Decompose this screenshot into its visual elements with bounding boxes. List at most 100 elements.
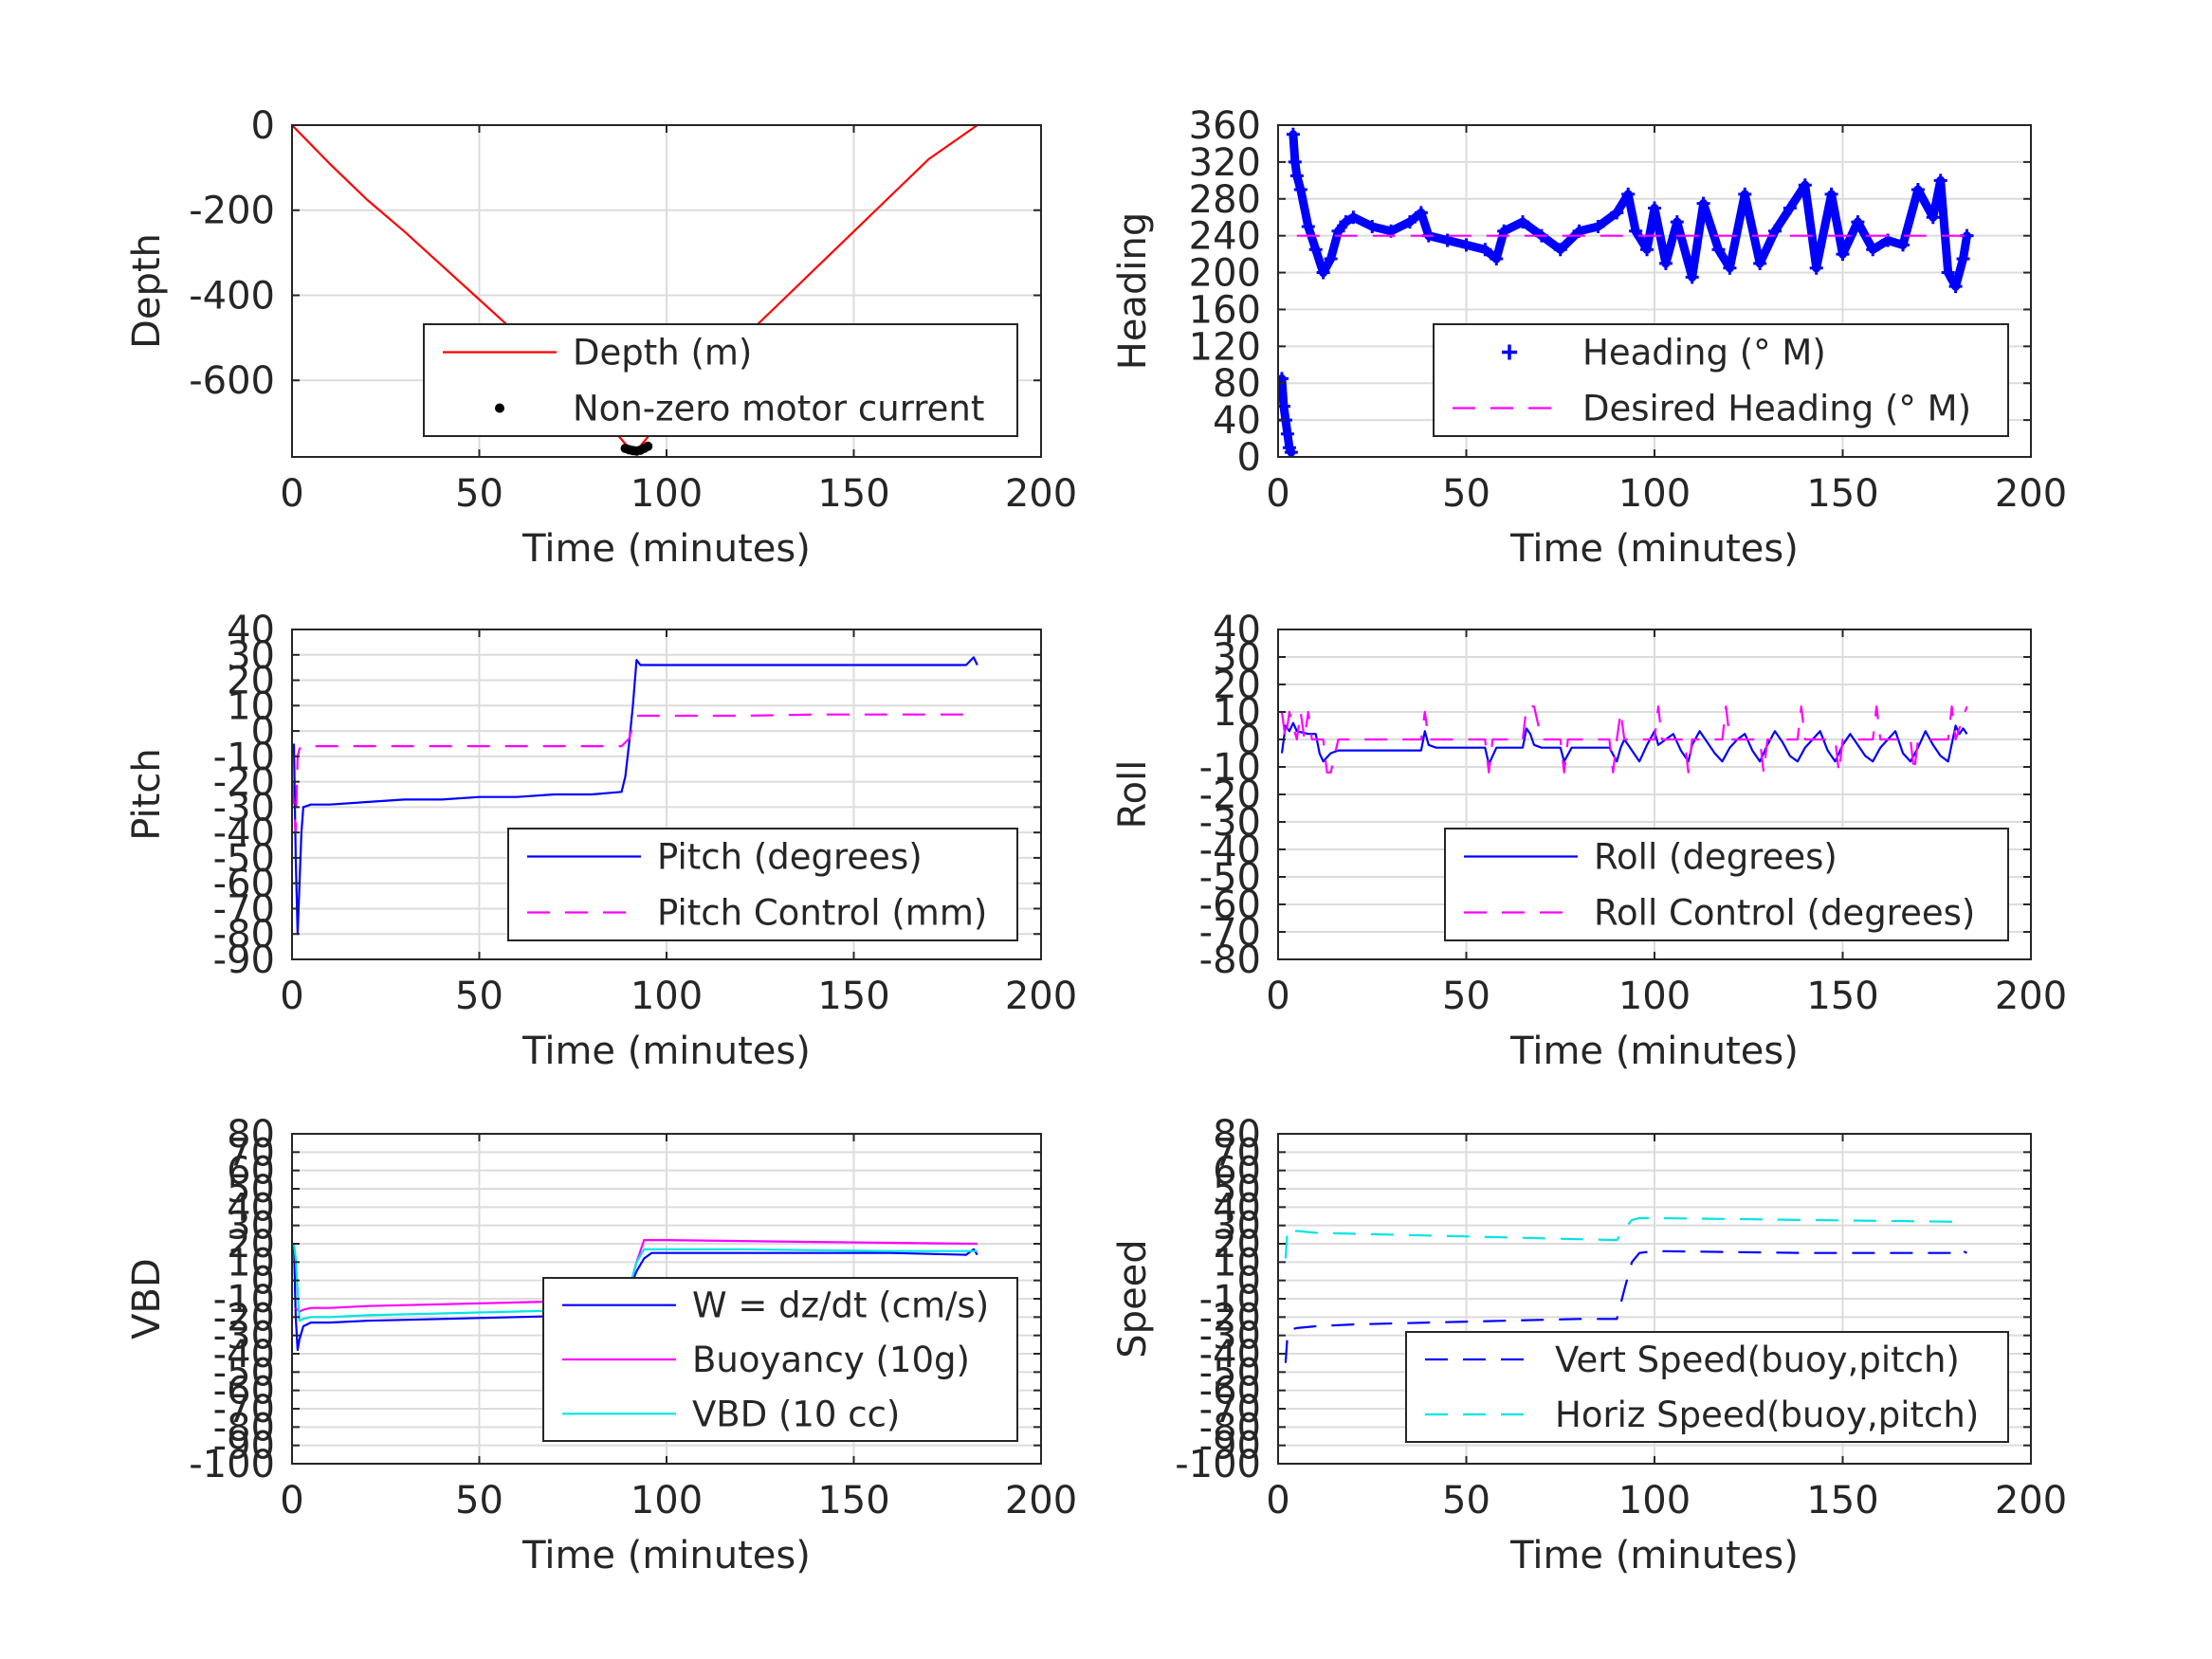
- x-tick-label: 50: [1442, 975, 1490, 1018]
- legend: Vert Speed(buoy,pitch) Horiz Speed(buoy,p…: [1405, 1331, 2009, 1443]
- y-tick-label: -600: [189, 359, 275, 403]
- y-axis-label: Speed: [1111, 1239, 1155, 1358]
- data-layer: [1284, 1216, 1967, 1363]
- y-tick-label: -40: [213, 1333, 275, 1376]
- x-tick-label: 0: [1266, 975, 1289, 1018]
- x-tick-label: 150: [1806, 472, 1878, 516]
- series-vert-speed-buoy-pitch-line: [1284, 1248, 1967, 1363]
- panel-pitch: 0 50 100 150 200-90-80-70-60-50-40-30-20-100…: [125, 609, 1077, 1073]
- y-tick-label: -10: [213, 1278, 275, 1322]
- y-tick-label: -80: [1199, 1406, 1261, 1449]
- y-tick-label: -60: [1199, 1370, 1261, 1413]
- x-tick-label: 50: [1442, 1479, 1490, 1522]
- legend: Depth (m) Non-zero motor current: [423, 323, 1018, 437]
- y-tick-label: 0: [251, 104, 275, 148]
- series-heading-m-segment: [1296, 185, 1313, 231]
- y-tick-label: -100: [189, 1443, 275, 1486]
- y-tick-label: 120: [1189, 325, 1261, 369]
- data-layer: [292, 656, 978, 936]
- x-tick-label: 50: [1442, 472, 1490, 516]
- y-tick-label: 50: [1213, 1168, 1261, 1212]
- x-tick-label: 100: [631, 1479, 703, 1522]
- y-tick-label: -80: [213, 1406, 275, 1449]
- y-tick-label: 0: [251, 710, 275, 754]
- panel-roll: 0 50 100 150 200-80-70-60-50-40-30-20-100102…: [1111, 609, 2067, 1073]
- data-layer: [292, 125, 978, 456]
- legend-swatch: [495, 403, 504, 413]
- data-layer: [1278, 127, 1974, 457]
- legend: Roll (degrees) Roll Control (degrees): [1444, 828, 2009, 941]
- y-tick-label: -50: [1199, 1351, 1261, 1395]
- y-tick-label: -30: [213, 1315, 275, 1358]
- y-tick-label: 160: [1189, 288, 1261, 332]
- y-axis-label: Pitch: [125, 748, 169, 840]
- legend-label: Desired Heading (° M): [1582, 389, 1971, 429]
- y-tick-label: -20: [213, 761, 275, 805]
- legend-box: [1405, 1331, 2009, 1443]
- y-tick-label: 60: [227, 1150, 275, 1194]
- y-tick-label: 60: [1213, 1150, 1261, 1194]
- legend: W = dz/dt (cm/s) Buoyancy (10g) VBD (10 cc…: [542, 1277, 1018, 1442]
- x-tick-label: 0: [280, 1479, 303, 1522]
- y-tick-label: 70: [1213, 1131, 1261, 1175]
- x-axis-label: Time (minutes): [521, 1534, 811, 1577]
- legend-label: Roll (degrees): [1594, 837, 1837, 878]
- legend-box: [1433, 323, 2009, 437]
- y-tick-label: -50: [213, 1351, 275, 1395]
- x-tick-label: 50: [455, 975, 503, 1018]
- y-tick-label: -90: [1199, 1425, 1261, 1468]
- y-tick-label: -50: [213, 837, 275, 881]
- y-tick-label: 80: [1213, 1113, 1261, 1157]
- legend-label: Horiz Speed(buoy,pitch): [1555, 1395, 1979, 1435]
- y-tick-label: 200: [1189, 252, 1261, 296]
- y-tick-label: 70: [227, 1131, 275, 1175]
- y-tick-label: 0: [1237, 719, 1261, 762]
- x-tick-label: 150: [1806, 1479, 1878, 1522]
- y-tick-label: 80: [1213, 362, 1261, 406]
- series-heading-m-segment: [1827, 190, 1847, 259]
- x-axis-label: Time (minutes): [1509, 1534, 1799, 1577]
- y-tick-label: -90: [213, 939, 275, 982]
- series-heading-m-segment: [1812, 190, 1837, 273]
- y-tick-label: -20: [1199, 774, 1261, 817]
- y-tick-label: 30: [1213, 1205, 1261, 1249]
- series-pitch-control-mm-line: [292, 713, 978, 834]
- x-tick-label: 0: [280, 975, 303, 1018]
- y-tick-label: -10: [1199, 746, 1261, 790]
- legend: Heading (° M) Desired Heading (° M): [1433, 323, 2009, 437]
- legend-label: Buoyancy (10g): [692, 1340, 970, 1380]
- data-layer: [1280, 705, 1968, 774]
- y-tick-label: -40: [1199, 1333, 1261, 1376]
- series-heading-m-segment: [1285, 443, 1296, 457]
- series-heading-m-segment: [1770, 204, 1795, 236]
- y-tick-label: 280: [1189, 178, 1261, 222]
- series-heading-m-segment: [1853, 217, 1877, 254]
- y-tick-label: -80: [1199, 939, 1261, 982]
- y-tick-label: 40: [227, 1186, 275, 1230]
- x-tick-label: 50: [455, 472, 503, 516]
- y-tick-label: -60: [1199, 884, 1261, 927]
- series-pitch-degrees-line: [292, 656, 978, 936]
- series-heading-m-segment: [1959, 231, 1972, 264]
- y-tick-label: -70: [1199, 1388, 1261, 1431]
- y-axis-label: Roll: [1111, 760, 1155, 830]
- y-tick-label: 0: [1237, 1260, 1261, 1304]
- y-tick-label: 40: [227, 609, 275, 652]
- y-tick-label: -40: [1199, 829, 1261, 872]
- y-axis-label: Heading: [1111, 212, 1155, 370]
- legend-box: [507, 828, 1018, 941]
- legend-label: Depth (m): [573, 333, 752, 374]
- x-tick-label: 50: [455, 1479, 503, 1522]
- y-tick-label: -20: [213, 1296, 275, 1340]
- y-tick-label: -30: [1199, 801, 1261, 845]
- y-tick-label: -70: [213, 887, 275, 931]
- y-tick-label: 20: [227, 660, 275, 703]
- legend-label: Non-zero motor current: [573, 389, 984, 429]
- y-tick-label: 10: [1213, 691, 1261, 735]
- panel-heading: 0 50 100 150 20004080120160200240280320360Ti…: [1111, 104, 2067, 571]
- x-tick-label: 200: [1005, 472, 1077, 516]
- series-heading-m-segment: [1623, 190, 1640, 236]
- y-tick-label: 40: [1213, 1186, 1261, 1230]
- y-tick-label: 10: [227, 684, 275, 728]
